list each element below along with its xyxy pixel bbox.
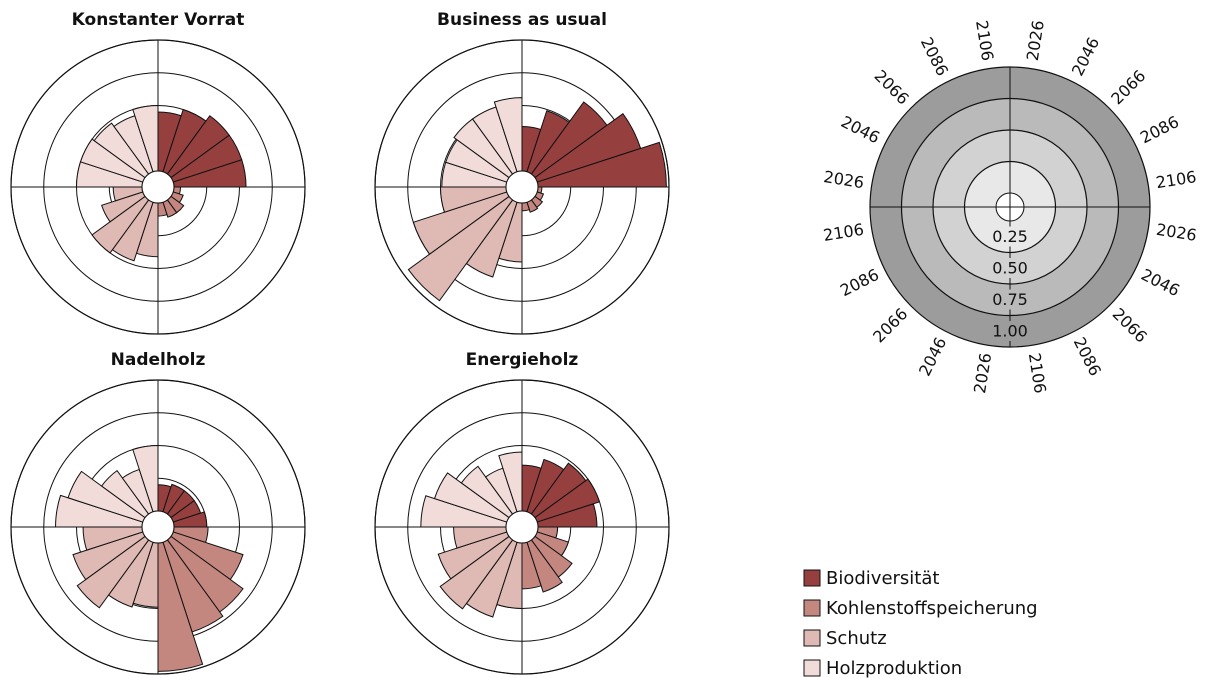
label-bg (988, 289, 1032, 310)
year-label: 2086 (837, 265, 882, 300)
year-label: 2026 (1155, 220, 1198, 245)
chart-title: Energieholz (466, 350, 579, 370)
year-label: 2046 (1138, 265, 1183, 300)
ring-label: 1.00 (992, 322, 1028, 341)
ring-label: 0.50 (992, 259, 1028, 278)
legend-label: Kohlenstoffspeicherung (826, 598, 1038, 619)
label-bg (988, 258, 1032, 278)
year-label: 2106 (972, 19, 997, 62)
year-label: 2046 (838, 112, 883, 147)
legend-swatch (803, 569, 821, 587)
hole (141, 170, 175, 204)
year-label: 2066 (871, 66, 913, 108)
chart-title: Konstanter Vorrat (72, 10, 245, 30)
year-label: 2026 (970, 352, 995, 395)
legend-label: Holzproduktion (826, 658, 962, 678)
year-label: 2086 (1070, 334, 1105, 379)
ring-label: 0.75 (992, 290, 1028, 309)
hole (505, 170, 539, 204)
year-label: 2066 (869, 304, 911, 346)
year-label: 2026 (1023, 19, 1048, 62)
year-label: 2086 (917, 34, 952, 79)
legend-label: Schutz (826, 628, 887, 649)
year-label: 2106 (822, 220, 865, 245)
chart-title: Business as usual (437, 10, 607, 30)
label-bg (988, 321, 1032, 341)
year-label: 2026 (822, 167, 865, 192)
label-bg (988, 226, 1032, 247)
ring-label: 0.25 (992, 227, 1028, 246)
legend-swatch (803, 629, 821, 647)
year-label: 2066 (1107, 66, 1149, 108)
hole (505, 510, 539, 544)
year-label: 2106 (1155, 167, 1198, 192)
year-label: 2046 (915, 334, 950, 379)
chart-title: Nadelholz (111, 350, 206, 370)
year-label: 2086 (1137, 112, 1182, 147)
legend-swatch (803, 659, 821, 677)
legend-label: Biodiversität (826, 568, 939, 589)
year-label: 2106 (1025, 352, 1050, 395)
year-label: 2046 (1068, 34, 1103, 79)
year-label: 2066 (1109, 304, 1151, 346)
legend-swatch (803, 599, 821, 617)
hole (141, 510, 175, 544)
